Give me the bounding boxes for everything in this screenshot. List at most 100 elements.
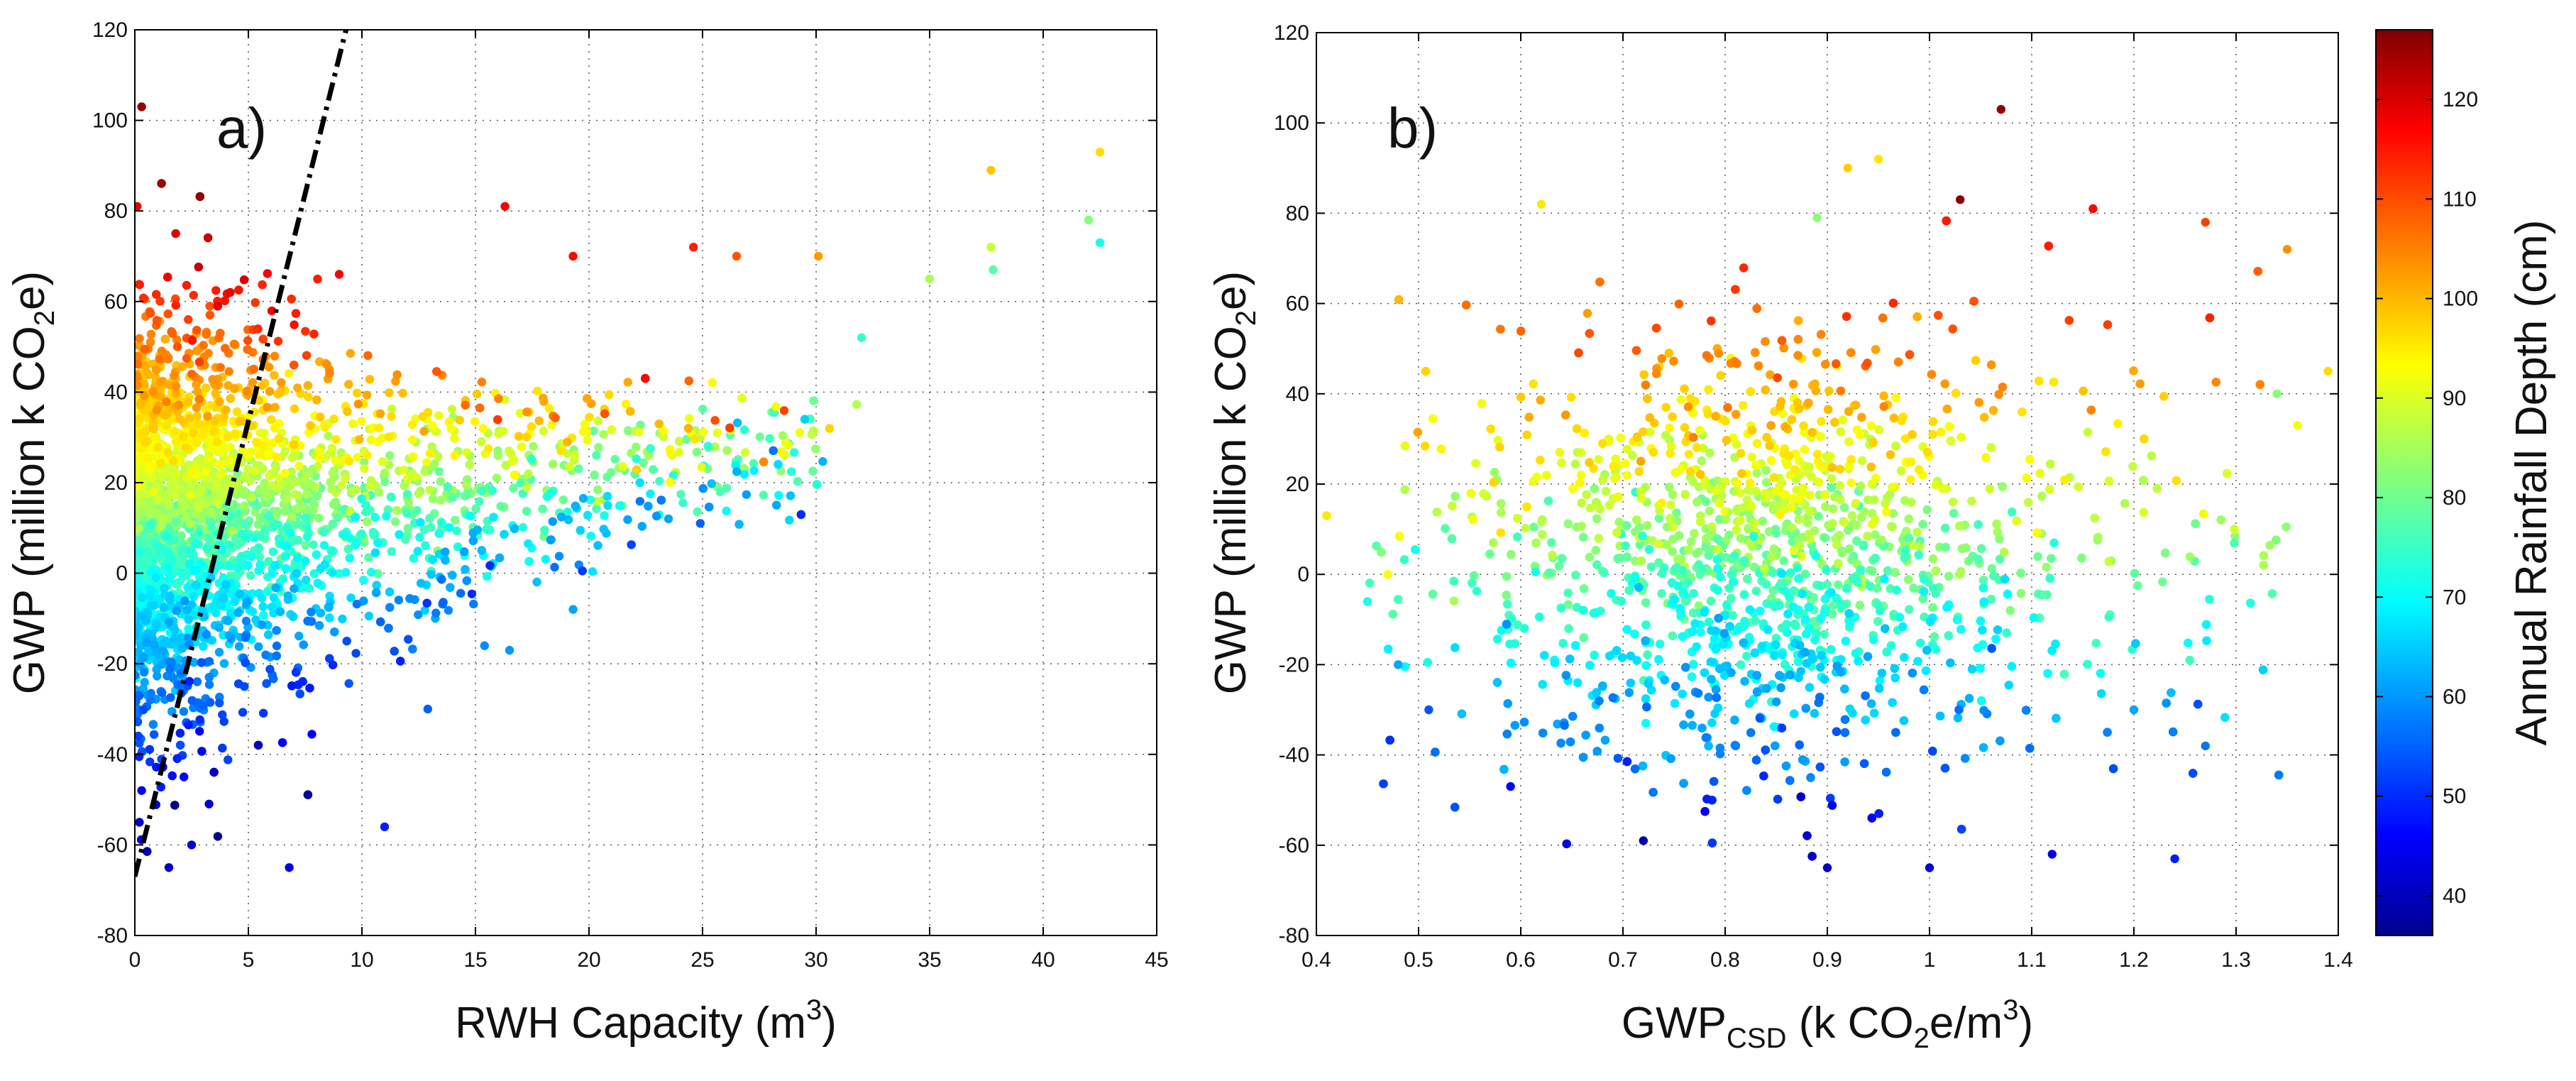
panel-a-point [150, 601, 158, 610]
panel-a-point [405, 594, 414, 603]
panel-a-point [216, 329, 224, 337]
panel-a-point [522, 507, 531, 515]
panel-a-point [202, 383, 210, 392]
panel-a-point [255, 451, 263, 459]
panel-a-point [268, 569, 277, 578]
panel-a-point [341, 474, 349, 483]
panel-a-point [696, 519, 705, 527]
panel-a-point [225, 367, 233, 375]
panel-a-point [209, 427, 218, 436]
panel-a-point [175, 578, 184, 586]
panel-a-point [429, 555, 437, 564]
panel-a-point [247, 493, 255, 501]
panel-a-point [228, 527, 236, 535]
panel-a-point [216, 363, 225, 371]
panel-a-point [183, 583, 192, 591]
panel-a-point [133, 381, 141, 390]
panel-a-point [517, 442, 526, 451]
panel-a-point [505, 446, 513, 455]
panel-a-point [301, 541, 309, 549]
panel-a-point [632, 454, 641, 463]
panel-a-point [593, 417, 602, 425]
panel-a-point [163, 495, 171, 503]
panel-a-point [178, 497, 187, 505]
panel-a-point [330, 627, 338, 636]
panel-a-point [165, 618, 173, 626]
panel-a-point [265, 472, 273, 481]
panel-a-point [270, 561, 279, 569]
panel-a-point [263, 492, 271, 500]
panel-a-point [258, 620, 266, 629]
panel-a-point [419, 427, 428, 436]
panel-a-point [215, 623, 224, 632]
panel-a-point [185, 519, 194, 527]
panel-a-point [177, 569, 185, 577]
panel-a-point [250, 534, 258, 542]
panel-a-point [206, 698, 214, 706]
panel-a-point [269, 547, 277, 556]
panel-a-point [135, 334, 143, 343]
panel-a-point [353, 453, 362, 461]
panel-a-point [197, 485, 205, 494]
panel-a-point [359, 576, 368, 584]
panel-a-point [384, 624, 392, 632]
panel-a-point [737, 394, 746, 402]
panel-a-point [273, 483, 282, 492]
panel-a-point [211, 446, 220, 454]
panel-a-point [165, 596, 174, 604]
panel-a-point [473, 390, 481, 398]
panel-a-point [524, 539, 532, 548]
panel-a-point [605, 390, 613, 399]
panel-a-point [315, 621, 324, 630]
panel-a-point [309, 505, 318, 514]
panel-a-point [221, 344, 229, 353]
panel-a-point [325, 603, 334, 611]
panel-a-point [255, 485, 264, 493]
panel-a-point [152, 432, 160, 441]
panel-a-point [535, 417, 544, 425]
panel-a-point [286, 529, 295, 537]
panel-a-point [219, 594, 228, 603]
panel-a-point [211, 609, 220, 618]
panel-a-point [243, 345, 252, 353]
panel-a-point [290, 440, 298, 449]
panel-a-point [786, 491, 795, 500]
panel-a-point [242, 617, 251, 625]
panel-a-point [270, 424, 279, 432]
panel-a-point [357, 495, 365, 503]
panel-a-point [655, 477, 664, 485]
panel-a-point [270, 593, 278, 602]
panel-a-point [579, 494, 588, 503]
panel-a-point [470, 417, 479, 426]
panel-a-point [690, 435, 699, 444]
panel-a-point [213, 437, 221, 446]
panel-a-point [852, 400, 861, 409]
panel-a-point [233, 564, 241, 572]
panel-a-point [264, 630, 273, 639]
panel-a-point [135, 691, 143, 700]
panel-a-point [529, 442, 537, 451]
panel-a-point [514, 432, 523, 441]
panel-a-point [134, 547, 143, 556]
panel-a-point [285, 369, 293, 378]
panel-a-point [409, 452, 417, 461]
panel-a-point [477, 437, 485, 446]
panel-a-point [475, 497, 483, 505]
panel-a-point [290, 584, 298, 593]
panel-a-point [202, 467, 210, 476]
panel-a-point [635, 427, 644, 436]
panel-a-point [522, 483, 531, 491]
panel-a-point [675, 437, 683, 445]
panel-a-point [1096, 238, 1104, 247]
panel-a-point [412, 473, 421, 482]
panel-a-point [749, 466, 758, 475]
panel-a-point [186, 491, 194, 500]
panel-a-point [329, 547, 337, 555]
panel-a-point [759, 490, 768, 499]
panel-a-point [204, 454, 212, 463]
panel-a-point [192, 566, 200, 574]
panel-a-point [153, 620, 161, 629]
panel-a-point [304, 393, 312, 401]
panel-a-point [800, 415, 809, 424]
